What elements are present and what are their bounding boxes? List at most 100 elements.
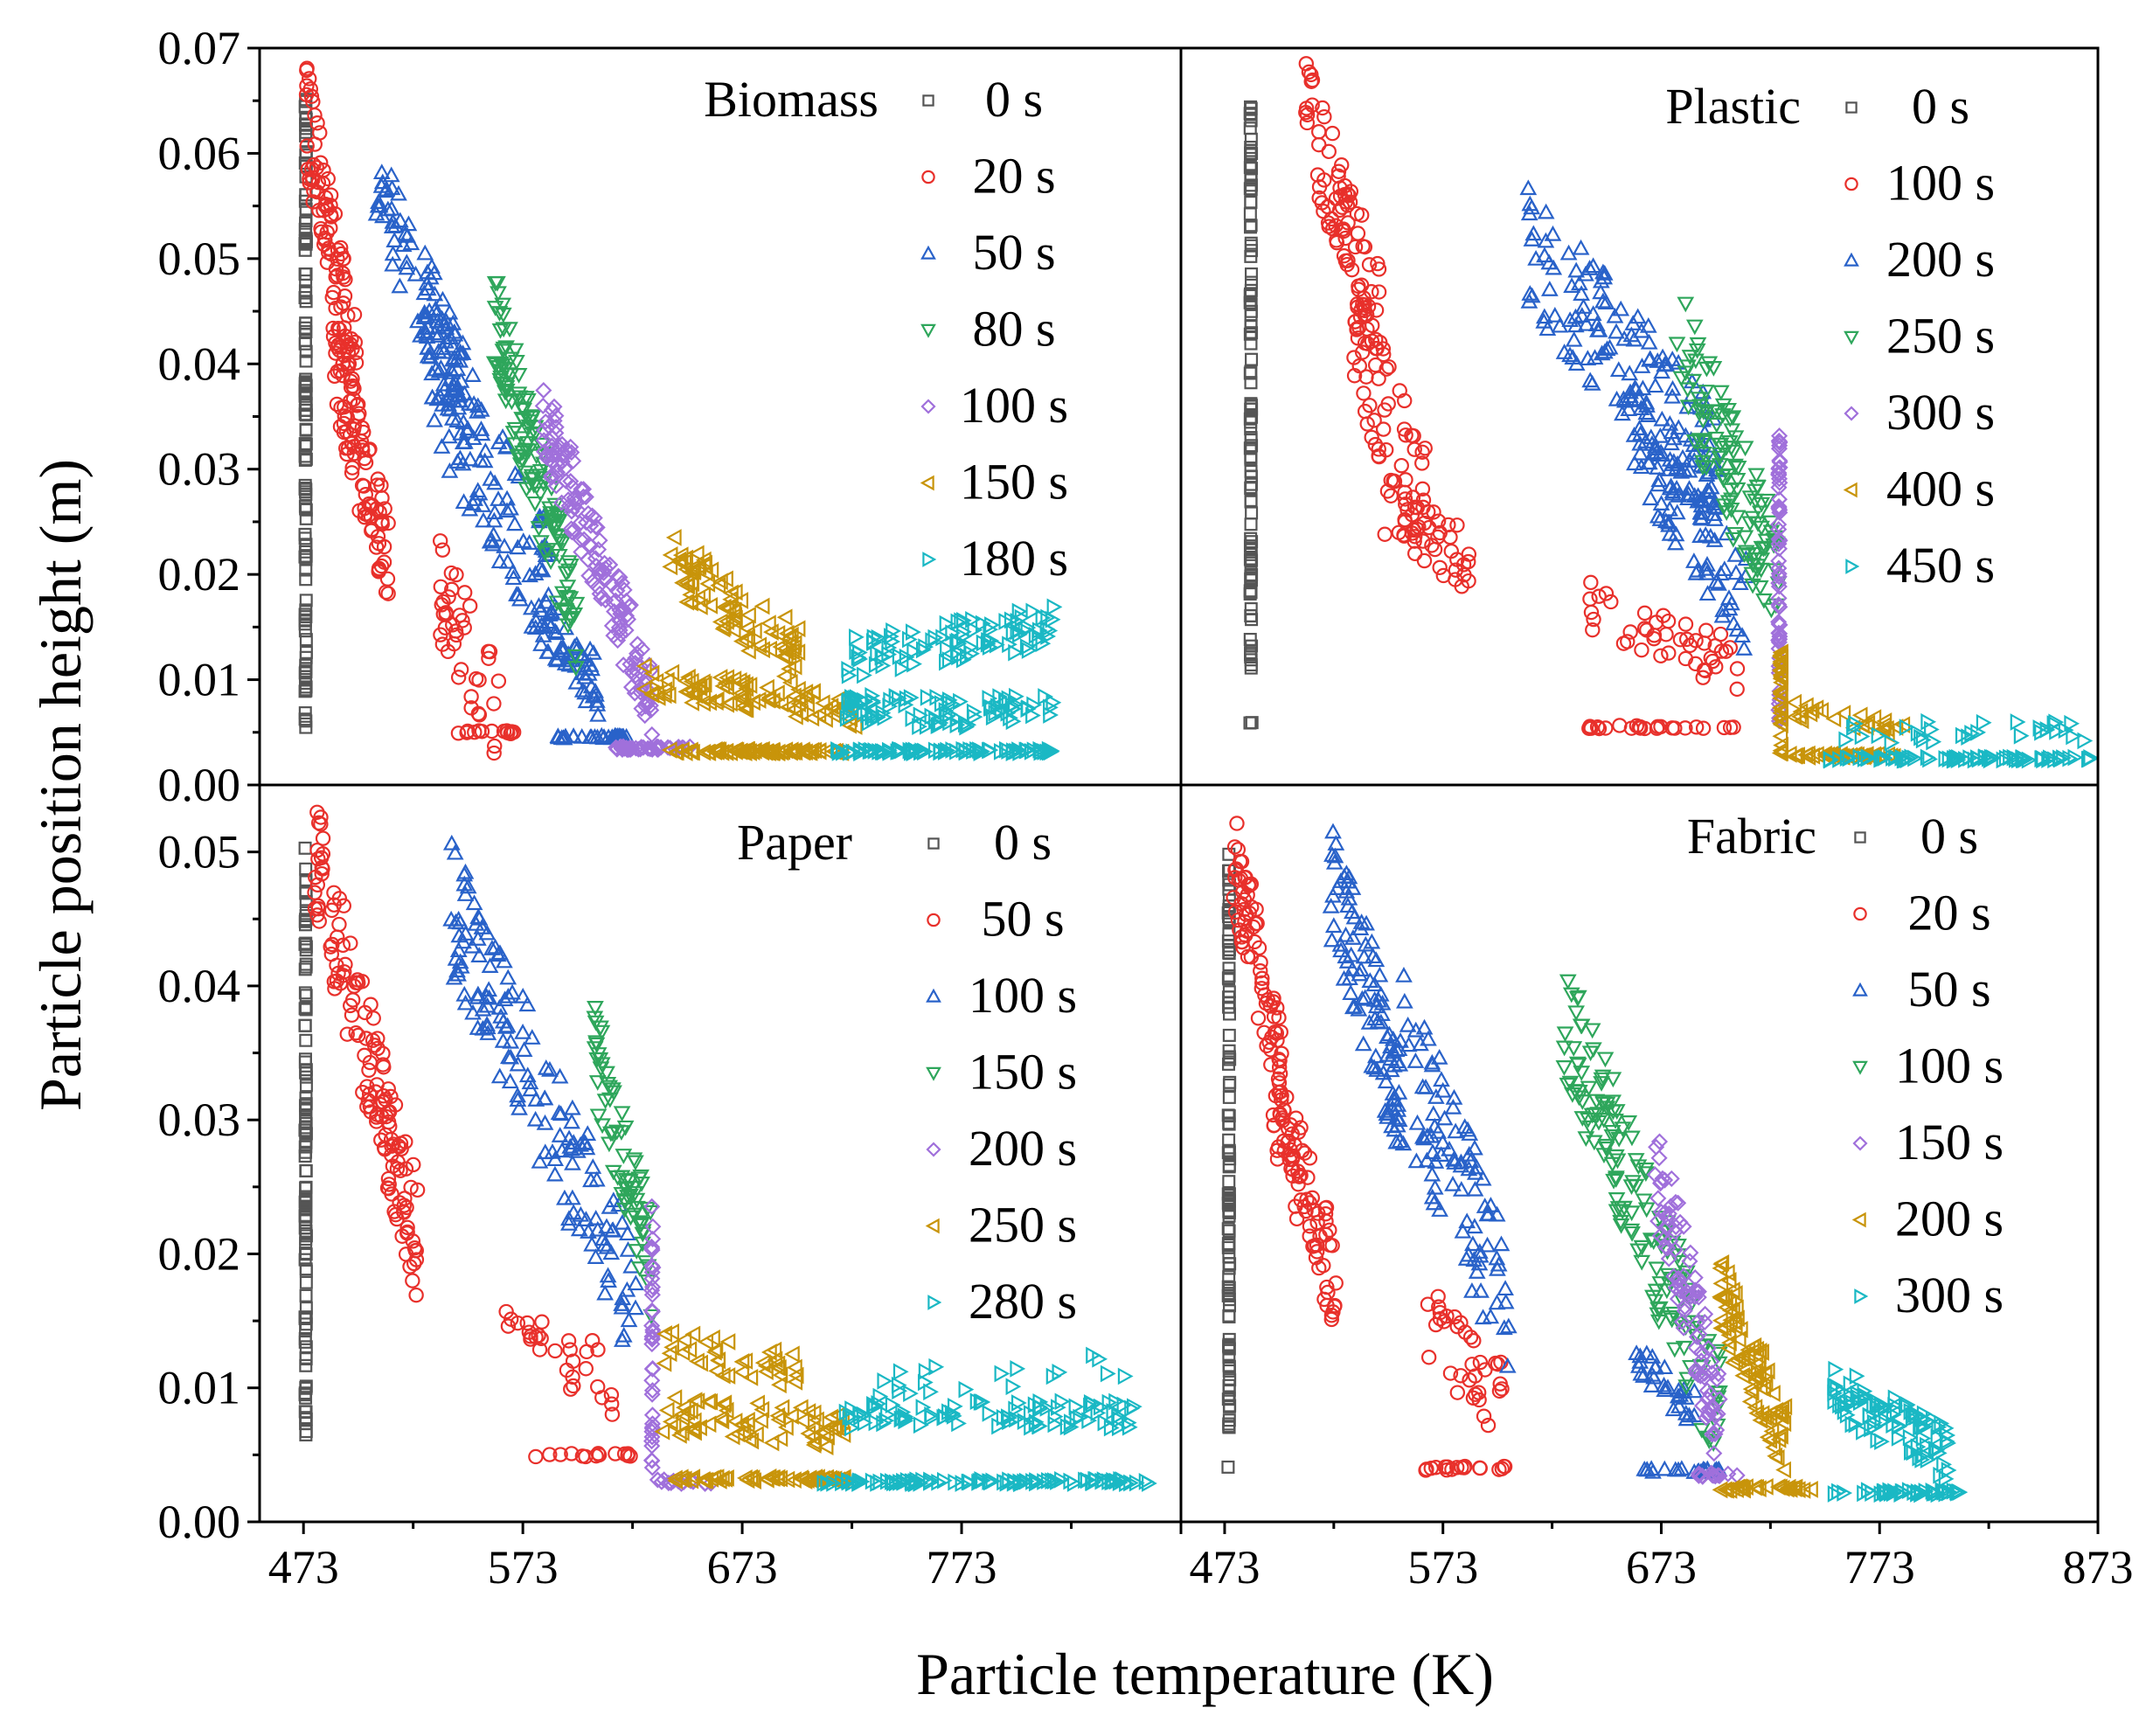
data-point xyxy=(852,643,868,662)
data-point xyxy=(1311,124,1327,140)
data-point xyxy=(1031,630,1048,649)
data-point xyxy=(817,1438,834,1456)
data-point xyxy=(695,586,711,604)
data-point xyxy=(1461,546,1477,562)
data-point xyxy=(1367,997,1386,1014)
data-point xyxy=(1716,1319,1732,1337)
data-point xyxy=(1706,446,1725,462)
data-point xyxy=(1490,1255,1508,1272)
data-point xyxy=(473,919,491,934)
data-point xyxy=(1559,244,1578,260)
data-point xyxy=(429,342,448,358)
data-point xyxy=(658,1401,675,1420)
data-point xyxy=(727,609,743,628)
data-point xyxy=(1265,1107,1281,1123)
data-point xyxy=(1751,505,1769,522)
data-point xyxy=(1583,1023,1601,1039)
data-point xyxy=(593,590,610,608)
data-point xyxy=(498,1303,514,1320)
data-point xyxy=(754,1354,771,1371)
data-point xyxy=(1771,630,1788,648)
data-point xyxy=(478,924,497,941)
data-point xyxy=(1852,1393,1869,1412)
data-point xyxy=(1799,745,1816,763)
data-point xyxy=(1420,1030,1437,1046)
data-point xyxy=(1497,1280,1514,1296)
data-point xyxy=(1464,1357,1480,1372)
data-point xyxy=(434,542,451,558)
data-point xyxy=(918,638,934,656)
data-point xyxy=(1047,1472,1063,1489)
data-point xyxy=(643,1278,662,1295)
series-fabric-20s xyxy=(1226,816,1513,1478)
data-point xyxy=(494,307,512,323)
data-point xyxy=(1690,1465,1708,1483)
data-point xyxy=(1692,504,1710,520)
data-point xyxy=(559,618,577,635)
data-point xyxy=(1357,935,1375,952)
data-point xyxy=(1573,1111,1592,1127)
data-point xyxy=(1414,455,1430,471)
data-point xyxy=(336,424,352,441)
data-point xyxy=(546,497,564,514)
data-point xyxy=(406,265,425,281)
data-point xyxy=(1849,1367,1865,1385)
data-point xyxy=(1460,1145,1478,1162)
data-point xyxy=(1649,720,1665,736)
data-point xyxy=(744,1469,760,1487)
data-point xyxy=(1417,441,1433,456)
data-point xyxy=(1585,1135,1603,1151)
data-point xyxy=(718,743,734,761)
data-point xyxy=(1424,1105,1442,1121)
data-point xyxy=(1610,1131,1629,1148)
data-point xyxy=(566,637,584,654)
data-point xyxy=(663,663,680,682)
data-point xyxy=(496,538,513,553)
data-point xyxy=(1565,1041,1583,1057)
data-point xyxy=(298,986,312,1000)
data-point xyxy=(566,489,583,506)
data-point xyxy=(1038,688,1054,705)
data-point xyxy=(767,1351,783,1369)
data-point xyxy=(539,543,557,559)
data-point xyxy=(348,1024,364,1041)
data-point xyxy=(486,745,502,761)
legend-label: 0 s xyxy=(985,71,1043,128)
data-point xyxy=(472,420,490,436)
data-point xyxy=(1222,990,1236,1004)
data-point xyxy=(481,643,497,659)
data-point xyxy=(983,1473,999,1491)
data-point xyxy=(1844,1415,1861,1434)
data-point xyxy=(552,1105,570,1121)
data-point xyxy=(1244,376,1258,390)
data-point xyxy=(1698,585,1717,601)
data-point xyxy=(719,1367,736,1385)
data-point xyxy=(356,478,372,494)
data-point xyxy=(1716,1481,1733,1499)
series-plastic-450s xyxy=(1823,712,2097,769)
data-point xyxy=(1466,1333,1482,1349)
legend-label: 20 s xyxy=(1907,885,1990,941)
data-point xyxy=(1379,1045,1397,1062)
data-point xyxy=(806,741,823,760)
data-point xyxy=(1244,236,1258,250)
data-point xyxy=(337,320,352,336)
data-point xyxy=(1377,402,1392,418)
x-axis-fabric: 473 573 673 773 873 xyxy=(1189,1522,2134,1594)
data-point xyxy=(313,809,329,825)
data-point xyxy=(1025,602,1042,621)
data-point xyxy=(1244,609,1258,623)
data-point xyxy=(323,902,340,919)
data-point xyxy=(589,579,607,596)
data-point xyxy=(1059,1418,1076,1435)
data-point xyxy=(565,1134,583,1149)
data-point xyxy=(1376,1101,1394,1118)
data-point xyxy=(344,460,360,476)
data-point xyxy=(537,1059,555,1075)
legend-label: 200 s xyxy=(969,1120,1077,1177)
data-point xyxy=(464,1003,482,1020)
data-point xyxy=(463,937,482,954)
data-point xyxy=(1757,1374,1774,1392)
data-point xyxy=(682,563,698,581)
data-point xyxy=(1640,333,1658,350)
